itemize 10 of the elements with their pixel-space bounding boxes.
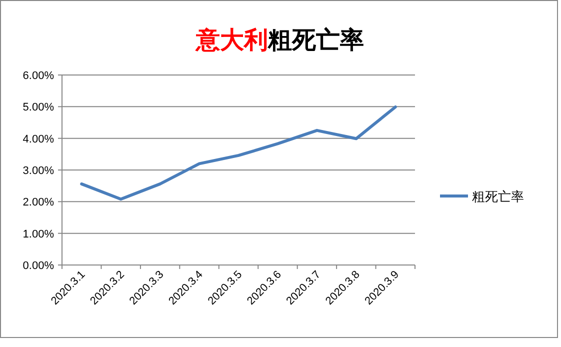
line-series (80, 105, 397, 201)
y-tick-label: 0.00% (22, 260, 54, 272)
y-tick-label: 3.00% (22, 165, 54, 177)
y-tick-label: 5.00% (22, 102, 54, 114)
y-tick-label: 6.00% (22, 70, 54, 82)
y-tick-label: 2.00% (22, 196, 54, 209)
chart-title: 意大利粗死亡率 (195, 26, 364, 54)
legend-label: 粗死亡率 (472, 189, 524, 204)
y-tick-label: 4.00% (22, 133, 54, 146)
y-tick-label: 1.00% (22, 228, 54, 240)
